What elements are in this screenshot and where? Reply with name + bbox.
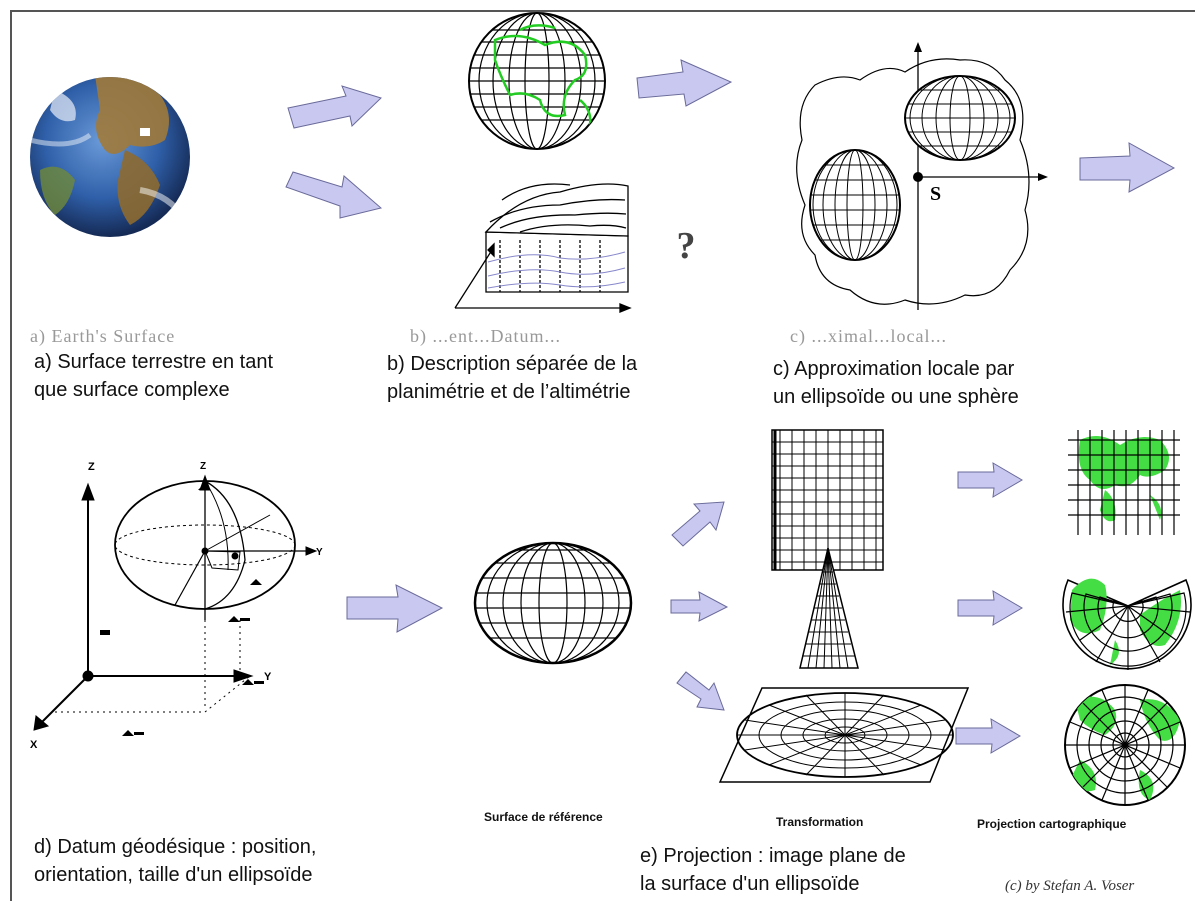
axis-z-label: Z xyxy=(88,461,95,473)
geodetic-datum xyxy=(33,474,318,736)
caption-a-line-2: que surface complexe xyxy=(34,379,230,401)
author-credit: (c) by Stefan A. Voser xyxy=(1005,878,1135,894)
arrow-b-to-c xyxy=(636,59,733,107)
arrow-to-plane xyxy=(676,671,725,711)
arrow-to-cone-map xyxy=(957,590,1023,626)
caption-b-line-2: planimétrie et de l’altimétrie xyxy=(387,381,631,403)
arrow-c-out xyxy=(1079,142,1176,193)
ghost-label-a: a) Earth's Surface xyxy=(30,326,176,346)
caption-d-line-1: d) Datum géodésique : position, xyxy=(34,836,317,858)
arrow-to-polar-map xyxy=(955,718,1021,754)
caption-e-line-2: la surface d'un ellipsoïde xyxy=(640,873,860,895)
point-s-label: S xyxy=(930,183,941,205)
caption-c: c) Approximation locale par un ellipsoïd… xyxy=(773,355,1019,411)
cone-grid xyxy=(799,547,859,669)
axis-z-label-small: Z xyxy=(200,461,206,472)
caption-e-line-1: e) Projection : image plane de xyxy=(640,845,906,867)
cylindrical-map xyxy=(1068,430,1180,535)
caption-c-line-1: c) Approximation locale par xyxy=(773,358,1015,380)
arrow-to-cylinder xyxy=(671,501,725,547)
figure-frame xyxy=(10,10,1195,901)
local-approximation: S xyxy=(796,42,1048,310)
reference-ellipsoid xyxy=(473,541,633,665)
arrow-to-cyl-map xyxy=(957,462,1023,498)
caption-e: e) Projection : image plane de la surfac… xyxy=(640,842,906,898)
cylinder-grid xyxy=(771,429,884,571)
caption-d: d) Datum géodésique : position, orientat… xyxy=(34,833,316,889)
caption-b-line-1: b) Description séparée de la xyxy=(387,353,638,375)
earth-image xyxy=(30,77,190,237)
label-transformation: Transformation xyxy=(776,815,864,829)
caption-c-line-2: un ellipsoïde ou une sphère xyxy=(773,386,1019,408)
axis-x-label: X xyxy=(30,739,38,751)
arrow-to-cone xyxy=(670,591,729,622)
caption-d-line-2: orientation, taille d'un ellipsoïde xyxy=(34,864,313,886)
ghost-label-c: c) ...ximal...local... xyxy=(790,326,947,346)
axis-y-label-small: Y xyxy=(316,547,323,558)
green-globe xyxy=(468,12,606,150)
axis-y-label: Y xyxy=(264,671,272,683)
ghost-label-b: b) ...ent...Datum... xyxy=(410,326,561,346)
terrain-block xyxy=(454,183,632,313)
plane-polar-grid xyxy=(718,687,970,783)
caption-a: a) Surface terrestre en tant que surface… xyxy=(34,348,273,404)
label-reference-surface: Surface de référence xyxy=(484,810,603,824)
polar-map xyxy=(1064,684,1186,806)
caption-a-line-1: a) Surface terrestre en tant xyxy=(34,351,274,373)
caption-b: b) Description séparée de la planimétrie… xyxy=(387,350,637,406)
conic-map xyxy=(1062,578,1192,670)
arrow-d-to-e xyxy=(346,584,444,633)
arrow-a-to-block xyxy=(285,171,383,219)
label-map-projection: Projection cartographique xyxy=(977,817,1127,831)
arrow-a-to-globe xyxy=(287,85,382,129)
question-mark: ? xyxy=(677,225,696,267)
